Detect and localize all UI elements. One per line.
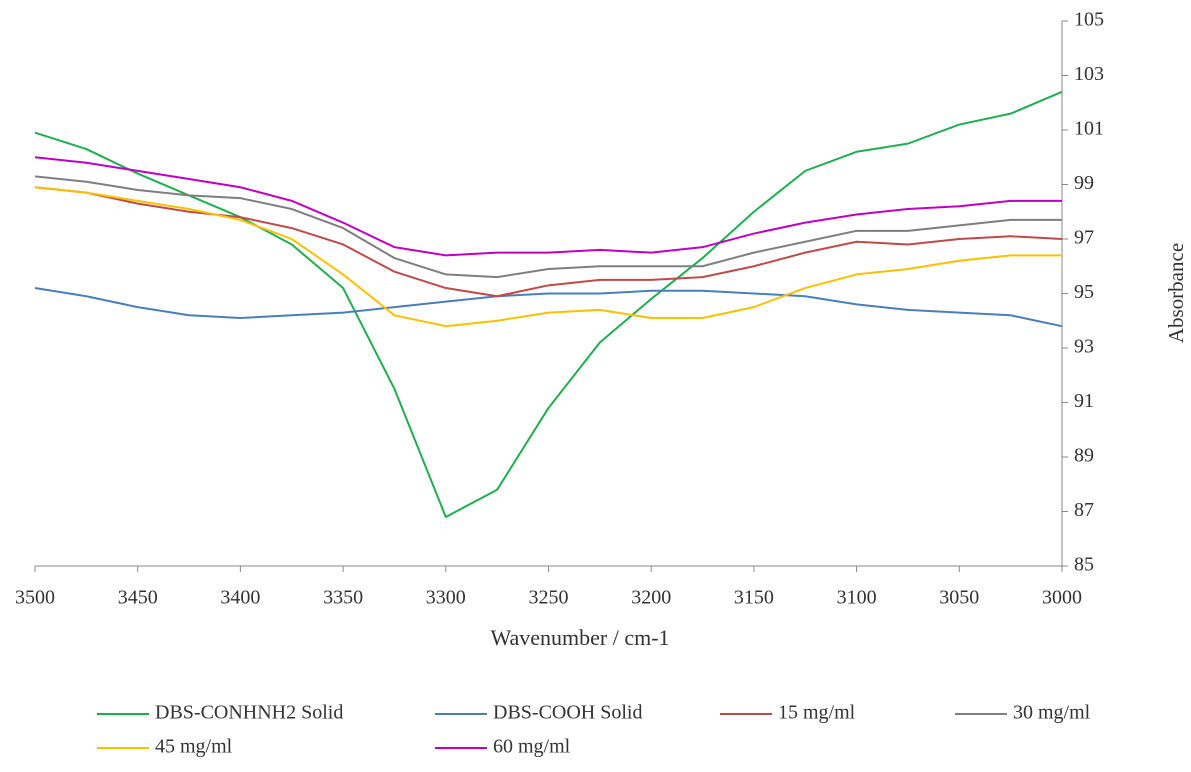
y-axis-title: Absorbance — [1164, 243, 1188, 343]
y-tick-label: 101 — [1074, 118, 1104, 140]
x-tick-label: 3300 — [426, 587, 466, 609]
x-tick-label: 3500 — [15, 587, 55, 609]
y-tick-label: 99 — [1074, 172, 1094, 194]
legend-label: 15 mg/ml — [778, 702, 856, 724]
x-tick-label: 3100 — [837, 587, 877, 609]
x-tick-label: 3150 — [734, 587, 774, 609]
y-tick-label: 103 — [1074, 63, 1104, 85]
x-tick-label: 3200 — [631, 587, 671, 609]
series-line — [34, 186, 1062, 328]
series-line — [34, 287, 1063, 328]
series-line — [34, 175, 1062, 279]
x-tick-label: 3400 — [220, 587, 260, 609]
legend-label: 30 mg/ml — [1013, 702, 1091, 724]
y-tick-label: 91 — [1074, 390, 1094, 412]
y-tick-label: 105 — [1074, 9, 1104, 31]
y-tick-label: 89 — [1074, 445, 1094, 467]
y-tick-label: 85 — [1074, 554, 1094, 576]
y-tick-label: 95 — [1074, 281, 1094, 303]
x-tick-label: 3350 — [323, 587, 363, 609]
series-line — [34, 186, 1063, 298]
series-line — [34, 90, 1063, 518]
x-tick-label: 3250 — [529, 587, 569, 609]
y-tick-label: 93 — [1074, 336, 1094, 358]
legend-label: DBS-COOH Solid — [493, 702, 642, 724]
x-tick-label: 3000 — [1042, 587, 1082, 609]
x-tick-label: 3450 — [118, 587, 158, 609]
legend-label: 45 mg/ml — [155, 736, 233, 758]
x-axis-title: Wavenumber / cm-1 — [490, 625, 669, 650]
series-line — [34, 156, 1062, 257]
x-tick-label: 3050 — [939, 587, 979, 609]
y-tick-label: 87 — [1074, 499, 1094, 521]
legend-label: 60 mg/ml — [493, 736, 571, 758]
y-tick-label: 97 — [1074, 227, 1094, 249]
legend-label: DBS-CONHNH2 Solid — [155, 702, 343, 724]
